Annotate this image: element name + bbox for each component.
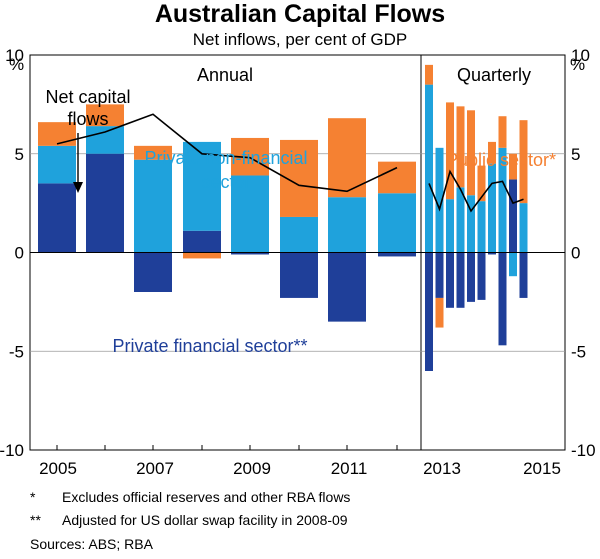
bar-annual-private-non-financial-sector bbox=[280, 216, 318, 253]
bar-annual-private-financial-sector bbox=[86, 153, 124, 253]
bar-annual-private-financial-sector bbox=[328, 252, 366, 322]
bar-quarterly-private-non-financial-sector bbox=[498, 147, 507, 253]
bar-quarterly-private-financial-sector bbox=[498, 252, 507, 346]
bar-annual-private-non-financial-sector bbox=[231, 175, 269, 253]
y-unit-left: % bbox=[9, 55, 24, 74]
bar-annual-private-non-financial-sector bbox=[328, 197, 366, 253]
annotation-net-capital-flows: flows bbox=[67, 109, 108, 129]
footnote-public-sector: * Excludes official reserves and other RB… bbox=[30, 489, 350, 505]
annotation-private-non-financial: sector bbox=[201, 172, 250, 192]
bar-annual-private-non-financial-sector bbox=[38, 145, 76, 184]
y-tick-label-right: 5 bbox=[571, 145, 580, 164]
y-tick-label-left: 0 bbox=[15, 244, 24, 263]
bar-quarterly-private-non-financial-sector bbox=[467, 195, 475, 253]
bar-quarterly-private-financial-sector bbox=[519, 252, 528, 298]
bar-quarterly-public-sector bbox=[477, 165, 486, 202]
y-tick-label-left: -5 bbox=[9, 342, 24, 361]
bar-annual-public-sector bbox=[183, 252, 221, 259]
y-tick-label-left: 10 bbox=[5, 46, 24, 65]
footnote-text: Adjusted for US dollar swap facility in … bbox=[62, 512, 348, 528]
bar-quarterly-private-financial-sector bbox=[446, 252, 454, 308]
bar-quarterly-public-sector bbox=[435, 297, 444, 328]
y-tick-label-left: 5 bbox=[15, 145, 24, 164]
bar-annual-private-financial-sector bbox=[378, 252, 416, 257]
y-tick-label-left: -10 bbox=[0, 441, 24, 460]
y-tick-label-right: 10 bbox=[571, 46, 590, 65]
capital-flows-chart: 10 10 5 5 0 0 -5 -5 -10 -10% % Annual Quarterly 2005 2… bbox=[0, 46, 596, 478]
panel-label-quarterly: Quarterly bbox=[457, 65, 531, 85]
bar-annual-private-non-financial-sector bbox=[86, 126, 124, 154]
y-tick-label-right: -5 bbox=[571, 342, 586, 361]
bar-quarterly-public-sector bbox=[425, 64, 433, 85]
bar-annual-private-financial-sector bbox=[183, 230, 221, 253]
bar-annual-public-sector bbox=[38, 122, 76, 146]
bar-quarterly-public-sector bbox=[519, 120, 528, 204]
bar-annual-public-sector bbox=[134, 145, 172, 160]
bar-annual-public-sector bbox=[378, 161, 416, 194]
annotation-net-capital-flows: Net capital bbox=[45, 87, 130, 107]
bar-annual-public-sector bbox=[86, 104, 124, 127]
chart-subtitle: Net inflows, per cent of GDP bbox=[192, 30, 408, 49]
footnote-marker: * bbox=[30, 489, 36, 505]
net-capital-flows-line-quarterly bbox=[428, 169, 524, 213]
annotation-public-sector: Public sector* bbox=[446, 150, 556, 170]
bar-quarterly-private-non-financial-sector bbox=[519, 203, 528, 253]
bar-quarterly-public-sector bbox=[498, 116, 507, 148]
bar-quarterly-private-financial-sector bbox=[488, 252, 496, 255]
bar-annual-private-financial-sector bbox=[38, 183, 76, 253]
bar-quarterly-private-non-financial-sector bbox=[477, 201, 486, 253]
bar-annual-private-non-financial-sector bbox=[134, 159, 172, 253]
bar-quarterly-public-sector bbox=[456, 106, 465, 188]
bar-annual-private-financial-sector bbox=[231, 252, 269, 255]
bar-quarterly-private-non-financial-sector bbox=[435, 147, 444, 253]
sources-note: Sources: ABS; RBA bbox=[30, 536, 153, 552]
bar-quarterly-public-sector bbox=[509, 153, 517, 180]
bar-quarterly-public-sector bbox=[446, 102, 454, 200]
footnote-marker: ** bbox=[30, 512, 41, 528]
x-tick-label: 2013 bbox=[423, 459, 461, 478]
y-unit-right: % bbox=[570, 55, 585, 74]
annotation-private-financial: Private financial sector** bbox=[112, 336, 307, 356]
footnote-private-financial: ** Adjusted for US dollar swap facility i… bbox=[30, 512, 348, 528]
x-tick-label: 2007 bbox=[136, 459, 174, 478]
bar-quarterly-private-financial-sector bbox=[509, 179, 517, 253]
bar-annual-public-sector bbox=[328, 118, 366, 198]
bar-quarterly-private-financial-sector bbox=[467, 252, 475, 302]
y-tick-label-right: 0 bbox=[571, 244, 580, 263]
x-tick-label: 2015 bbox=[523, 459, 561, 478]
bar-quarterly-private-non-financial-sector bbox=[488, 163, 496, 253]
x-tick-label: 2011 bbox=[331, 459, 368, 478]
x-tick-label: 2009 bbox=[233, 459, 271, 478]
annotation-private-non-financial: Private non-financial bbox=[144, 148, 307, 168]
net-capital-flows-line-annual bbox=[56, 113, 398, 193]
bar-annual-private-non-financial-sector bbox=[378, 193, 416, 253]
bar-quarterly-private-non-financial-sector bbox=[446, 199, 454, 253]
x-tick-label: 2005 bbox=[39, 459, 77, 478]
bar-quarterly-private-financial-sector bbox=[435, 252, 444, 298]
footnote-text: Excludes official reserves and other RBA… bbox=[62, 489, 351, 505]
bar-quarterly-public-sector bbox=[488, 141, 496, 164]
bar-quarterly-private-non-financial-sector bbox=[509, 252, 517, 277]
bar-quarterly-private-financial-sector bbox=[477, 252, 486, 300]
y-tick-label-right: -10 bbox=[571, 441, 596, 460]
bar-quarterly-private-non-financial-sector bbox=[456, 187, 465, 253]
chart-title: Australian Capital Flows bbox=[154, 0, 446, 28]
panel-label-annual: Annual bbox=[197, 65, 253, 85]
bar-quarterly-private-financial-sector bbox=[456, 252, 465, 308]
annotation-arrowhead bbox=[73, 182, 83, 193]
bar-quarterly-private-non-financial-sector bbox=[425, 84, 433, 253]
bar-annual-private-financial-sector bbox=[280, 252, 318, 298]
bar-annual-private-non-financial-sector bbox=[183, 141, 221, 231]
bar-annual-private-financial-sector bbox=[134, 252, 172, 292]
bar-quarterly-public-sector bbox=[467, 110, 475, 196]
bar-quarterly-private-financial-sector bbox=[425, 252, 433, 371]
